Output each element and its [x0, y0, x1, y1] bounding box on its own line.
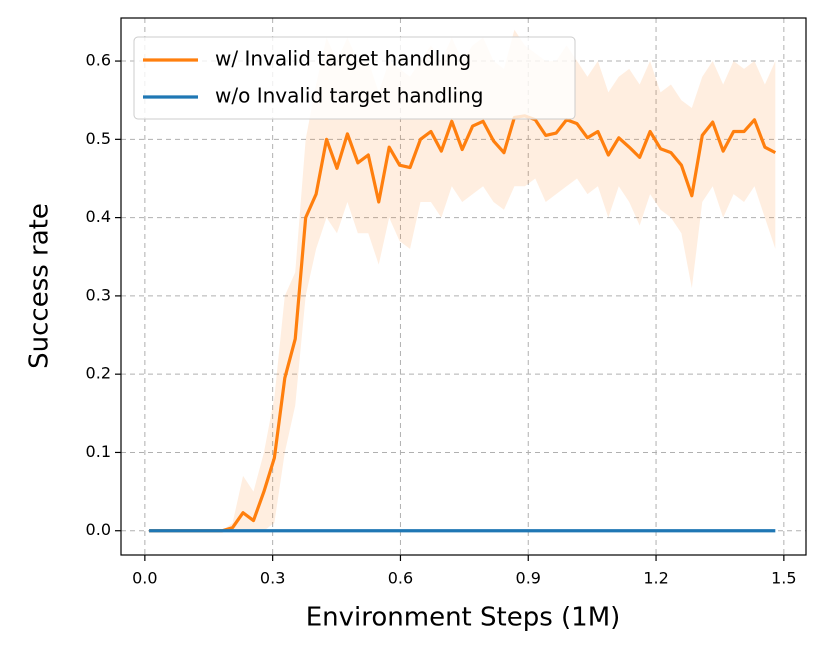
legend-label: w/o Invalid target handling	[215, 84, 483, 108]
y-tick-label: 0.6	[86, 51, 111, 70]
y-axis-label: Success rate	[25, 203, 55, 369]
legend-label: w/ Invalid target handlıng	[215, 47, 471, 71]
y-tick-label: 0.3	[86, 285, 111, 304]
x-tick-label: 1.5	[771, 569, 796, 588]
series-line	[149, 114, 777, 533]
confidence-band	[149, 29, 776, 531]
plot-frame	[120, 17, 807, 556]
y-tick-label: 0.0	[86, 520, 111, 539]
x-tick-label: 0.9	[516, 569, 541, 588]
x-tick-label: 0.0	[132, 569, 157, 588]
legend-box	[133, 36, 576, 120]
y-tick-label: 0.5	[86, 129, 111, 148]
y-tick-label: 0.2	[86, 364, 111, 383]
plot-area	[149, 29, 777, 533]
x-tick-label: 0.3	[260, 569, 285, 588]
y-tick-label: 0.1	[86, 442, 111, 461]
x-tick-label: 0.6	[388, 569, 413, 588]
x-axis-label: Environment Steps (1M)	[306, 603, 621, 633]
x-tick-label: 1.2	[643, 569, 668, 588]
y-tick-label: 0.4	[86, 207, 111, 226]
